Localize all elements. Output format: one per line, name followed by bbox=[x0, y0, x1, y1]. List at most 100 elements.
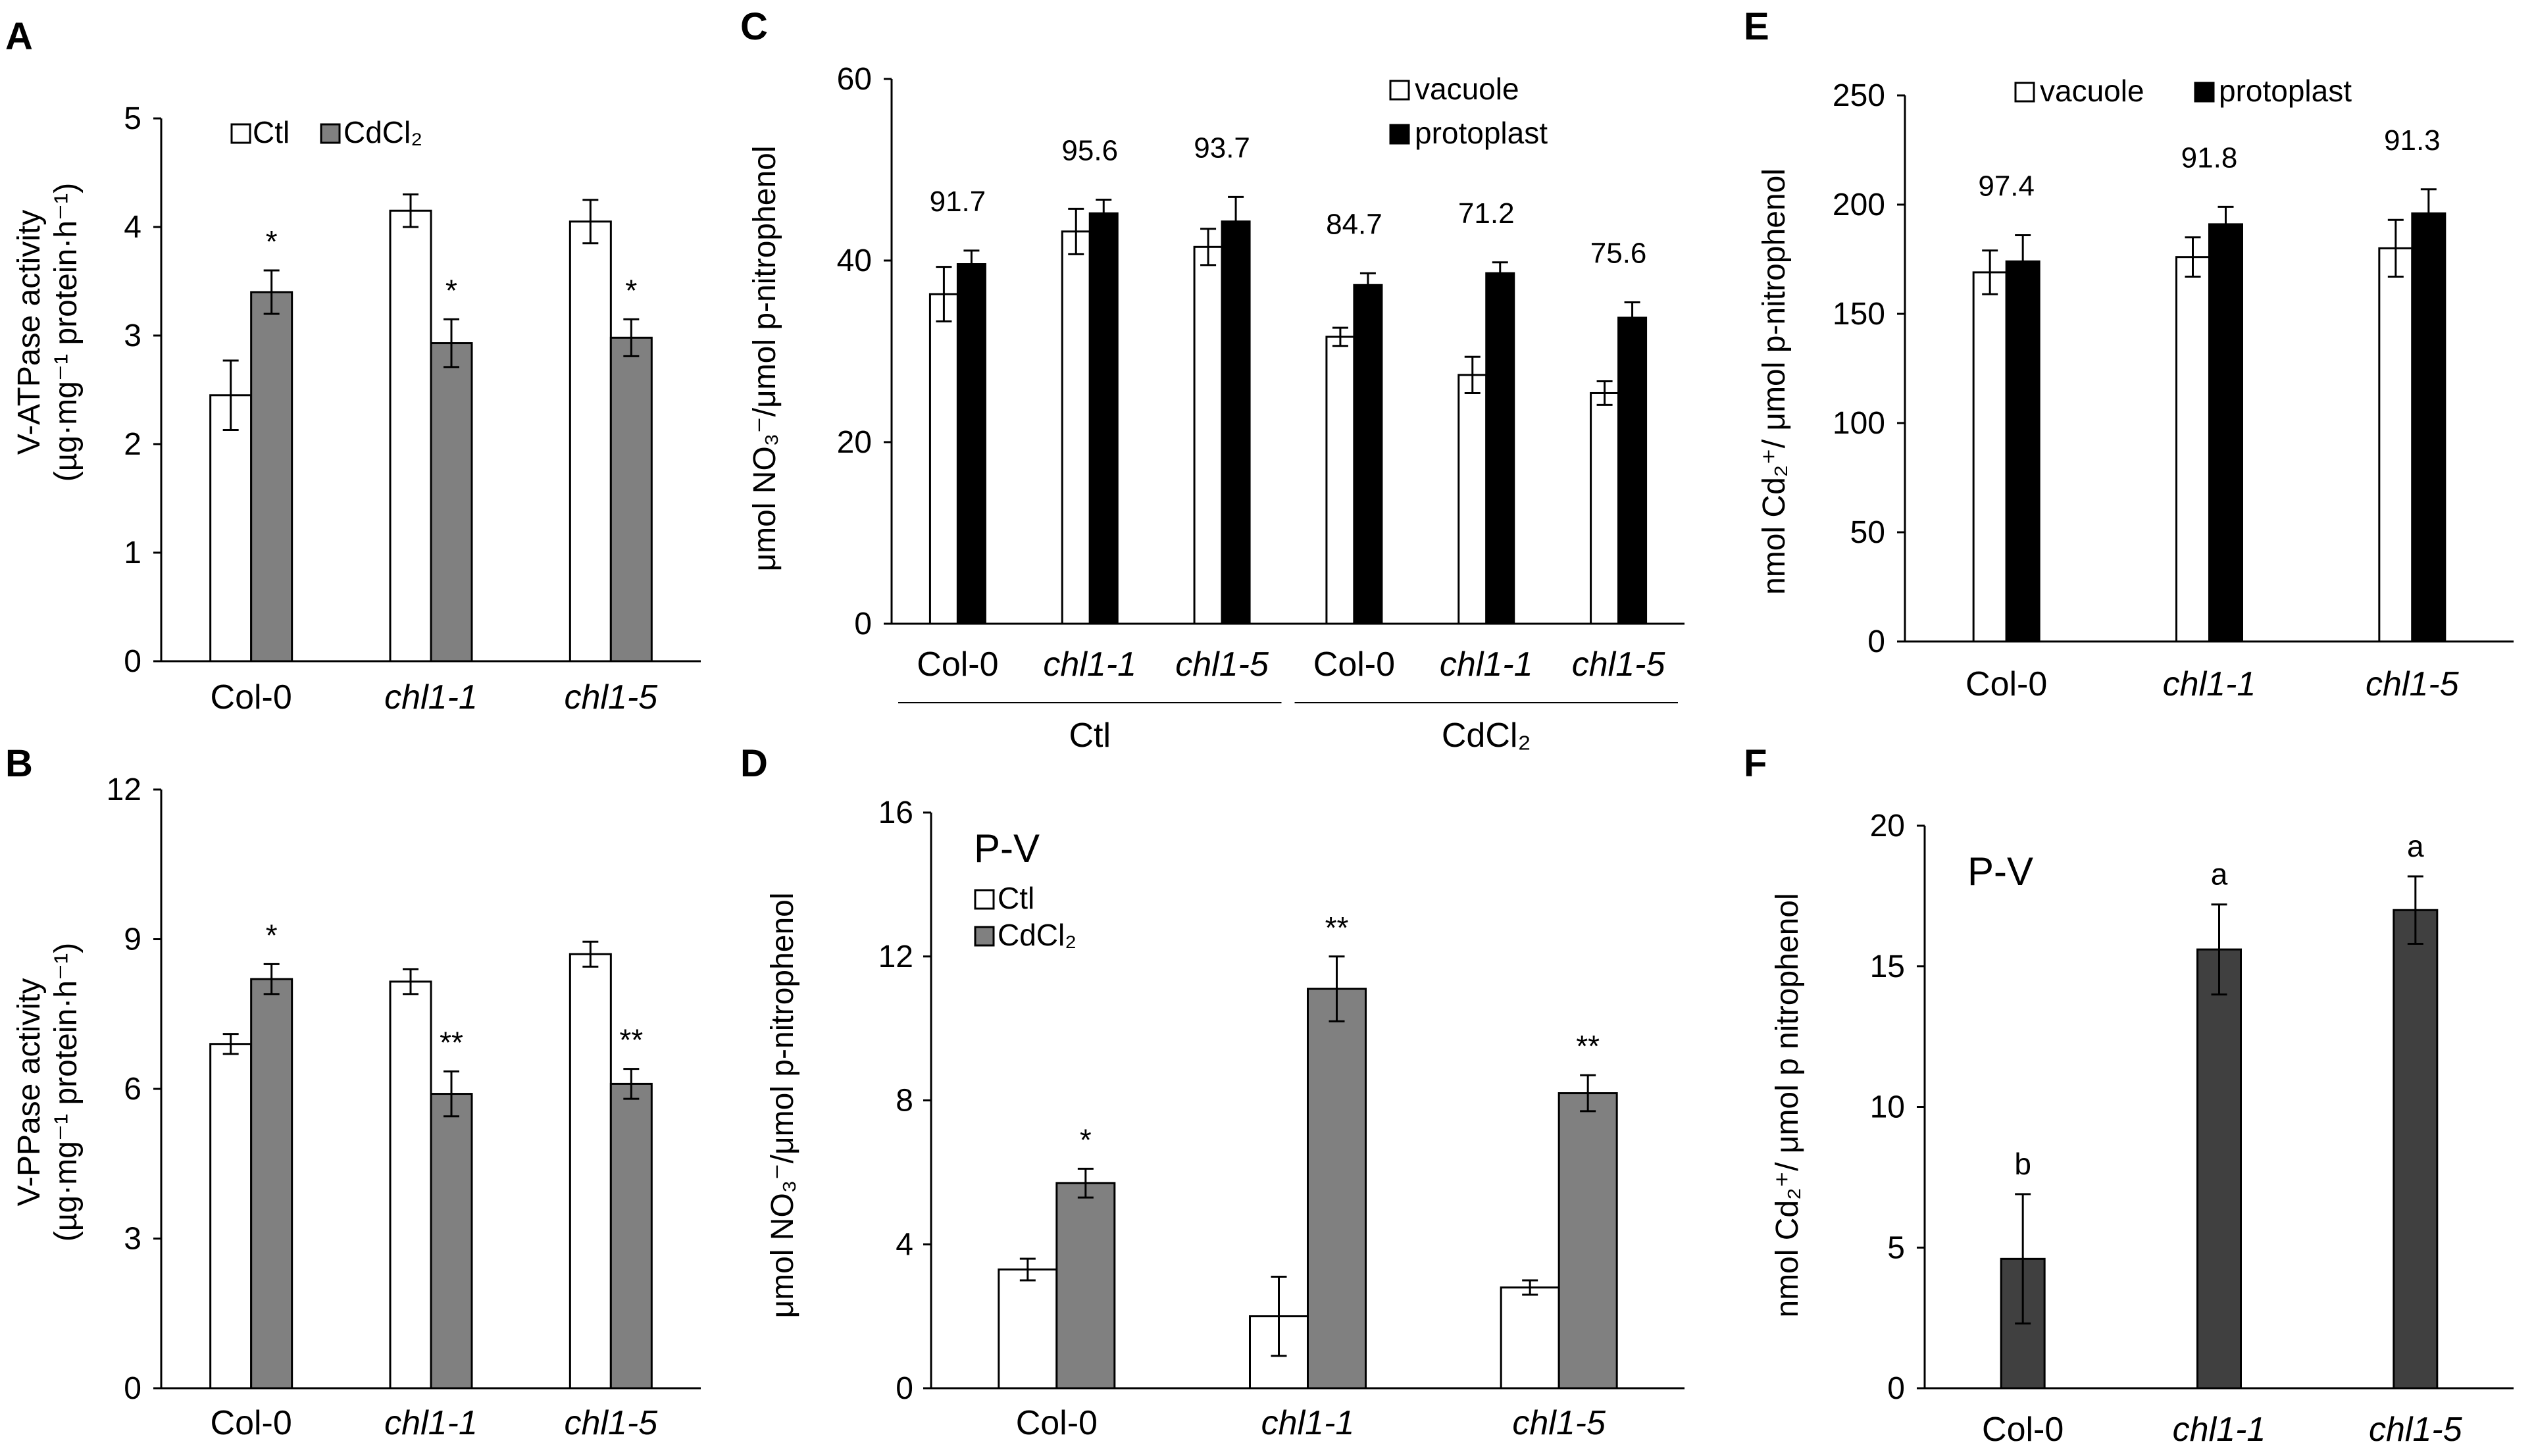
y-tick-label: 2 bbox=[124, 427, 141, 462]
x-category-label: chl1-5 bbox=[2369, 1411, 2463, 1449]
y-tick-label: 1 bbox=[124, 536, 141, 570]
legend-swatch-cdcl2 bbox=[320, 123, 341, 144]
bar bbox=[2196, 948, 2242, 1390]
x-category-label: Col-0 bbox=[1965, 665, 2047, 703]
x-category-label: chl1-1 bbox=[384, 678, 478, 716]
legend-label-cdcl2: CdCl₂ bbox=[998, 918, 1077, 952]
legend-label-vacuole: vacuole bbox=[1415, 72, 1519, 106]
panel-e-ylabel: nmol Cd₂⁺/ μmol p-nitrophenol bbox=[1757, 168, 1792, 595]
data-label: 93.7 bbox=[1194, 132, 1250, 164]
bar bbox=[569, 220, 612, 663]
bar bbox=[2175, 256, 2210, 643]
panel-b: B V-PPase activity (µg·mg⁻¹ protein·h⁻¹)… bbox=[5, 742, 701, 1442]
legend-swatch-protoplast bbox=[1389, 124, 1410, 145]
panel-c: C μmol NO₃⁻/μmol p-nitrophenol vacuole p… bbox=[740, 5, 1685, 755]
panel-e-letter: E bbox=[1744, 5, 1769, 48]
x-category-label: chl1-1 bbox=[1261, 1404, 1355, 1442]
bar bbox=[1061, 230, 1091, 625]
x-category-label: Col-0 bbox=[917, 645, 998, 684]
y-tick-label: 100 bbox=[1833, 406, 1885, 441]
panel-a-ylabel-2: (µg·mg⁻¹ protein·h⁻¹) bbox=[49, 183, 84, 482]
group-label: CdCl₂ bbox=[1442, 716, 1531, 755]
panel-c-letter: C bbox=[740, 5, 768, 48]
bar bbox=[1193, 245, 1223, 625]
bar bbox=[389, 980, 432, 1390]
bar bbox=[2411, 212, 2446, 643]
y-tick-label: 200 bbox=[1833, 188, 1885, 222]
legend-label-ctl: Ctl bbox=[998, 881, 1034, 915]
significance-star: ** bbox=[1325, 911, 1349, 945]
y-tick-label: 16 bbox=[878, 795, 913, 830]
bar bbox=[1055, 1182, 1116, 1390]
legend-label-cdcl2: CdCl₂ bbox=[343, 115, 422, 149]
bar bbox=[250, 978, 293, 1390]
panel-f-title: P-V bbox=[1967, 849, 2033, 893]
legend-swatch-protoplast bbox=[2194, 82, 2215, 103]
panel-f: F nmol Cd₂⁺/ μmol p nitrophenol P-V 0 5 10… bbox=[1744, 742, 2514, 1449]
data-label: 71.2 bbox=[1458, 197, 1515, 230]
significance-letter: a bbox=[2211, 857, 2228, 891]
y-tick-label: 12 bbox=[878, 940, 913, 974]
legend-swatch-vacuole bbox=[1389, 80, 1410, 101]
panel-b-letter: B bbox=[5, 742, 33, 785]
bar bbox=[1617, 316, 1648, 625]
y-tick-label: 10 bbox=[1870, 1090, 1905, 1125]
bar bbox=[956, 263, 986, 625]
y-tick-label: 6 bbox=[124, 1072, 141, 1107]
bar bbox=[1590, 391, 1620, 625]
panel-f-letter: F bbox=[1744, 742, 1767, 785]
significance-letter: b bbox=[2014, 1147, 2031, 1181]
bar bbox=[1972, 271, 2008, 643]
significance-star: * bbox=[266, 224, 278, 259]
bar bbox=[1221, 220, 1251, 625]
significance-star: ** bbox=[440, 1025, 463, 1059]
panel-d-title: P-V bbox=[974, 826, 1040, 870]
panel-b-ylabel-1: V-PPase activity bbox=[12, 978, 47, 1207]
legend-swatch-cdcl2 bbox=[974, 926, 995, 947]
x-category-label: chl1-1 bbox=[2173, 1411, 2266, 1449]
y-tick-label: 250 bbox=[1833, 78, 1885, 113]
y-tick-label: 4 bbox=[896, 1227, 913, 1262]
y-tick-label: 12 bbox=[107, 772, 141, 807]
y-tick-label: 5 bbox=[124, 101, 141, 136]
panel-d-letter: D bbox=[740, 742, 768, 785]
y-tick-label: 20 bbox=[837, 425, 872, 460]
panel-a: A V-ATPase activity (µg·mg⁻¹ protein·h⁻¹… bbox=[5, 15, 701, 716]
data-label: 97.4 bbox=[1978, 170, 2035, 202]
legend-swatch-vacuole bbox=[2014, 82, 2035, 103]
y-tick-label: 40 bbox=[837, 243, 872, 278]
y-tick-label: 50 bbox=[1850, 515, 1885, 550]
data-label: 95.6 bbox=[1061, 135, 1118, 167]
data-label: 84.7 bbox=[1326, 208, 1382, 240]
legend-swatch-ctl bbox=[974, 889, 995, 910]
panel-a-letter: A bbox=[5, 15, 33, 58]
bar bbox=[1500, 1286, 1560, 1390]
bar bbox=[1558, 1092, 1618, 1390]
bar bbox=[250, 291, 293, 663]
y-tick-label: 0 bbox=[124, 644, 141, 679]
y-tick-label: 0 bbox=[124, 1371, 141, 1406]
y-tick-label: 9 bbox=[124, 922, 141, 957]
data-label: 91.3 bbox=[2384, 124, 2441, 157]
panel-e: E nmol Cd₂⁺/ μmol p-nitrophenol vacuole … bbox=[1744, 5, 2514, 703]
bar bbox=[2005, 260, 2040, 643]
y-tick-label: 0 bbox=[1887, 1371, 1905, 1406]
panel-f-ylabel: nmol Cd₂⁺/ μmol p nitrophenol bbox=[1770, 893, 1805, 1317]
bar bbox=[209, 1043, 253, 1390]
x-category-label: Col-0 bbox=[211, 678, 292, 716]
bar bbox=[998, 1268, 1058, 1390]
x-category-label: chl1-1 bbox=[1043, 645, 1136, 684]
bar bbox=[209, 394, 253, 663]
panel-d-legend: Ctl CdCl₂ bbox=[974, 881, 1077, 952]
x-category-label: chl1-1 bbox=[1440, 645, 1533, 684]
x-category-label: chl1-1 bbox=[384, 1404, 478, 1442]
bar bbox=[2208, 223, 2243, 643]
y-tick-label: 150 bbox=[1833, 297, 1885, 332]
bar bbox=[609, 1082, 653, 1390]
x-category-label: Col-0 bbox=[1313, 645, 1395, 684]
bar bbox=[1353, 284, 1383, 625]
significance-star: ** bbox=[1576, 1029, 1600, 1063]
panel-c-legend: vacuole protoplast bbox=[1389, 72, 1548, 150]
y-tick-label: 15 bbox=[1870, 949, 1905, 984]
bar bbox=[1457, 374, 1488, 625]
